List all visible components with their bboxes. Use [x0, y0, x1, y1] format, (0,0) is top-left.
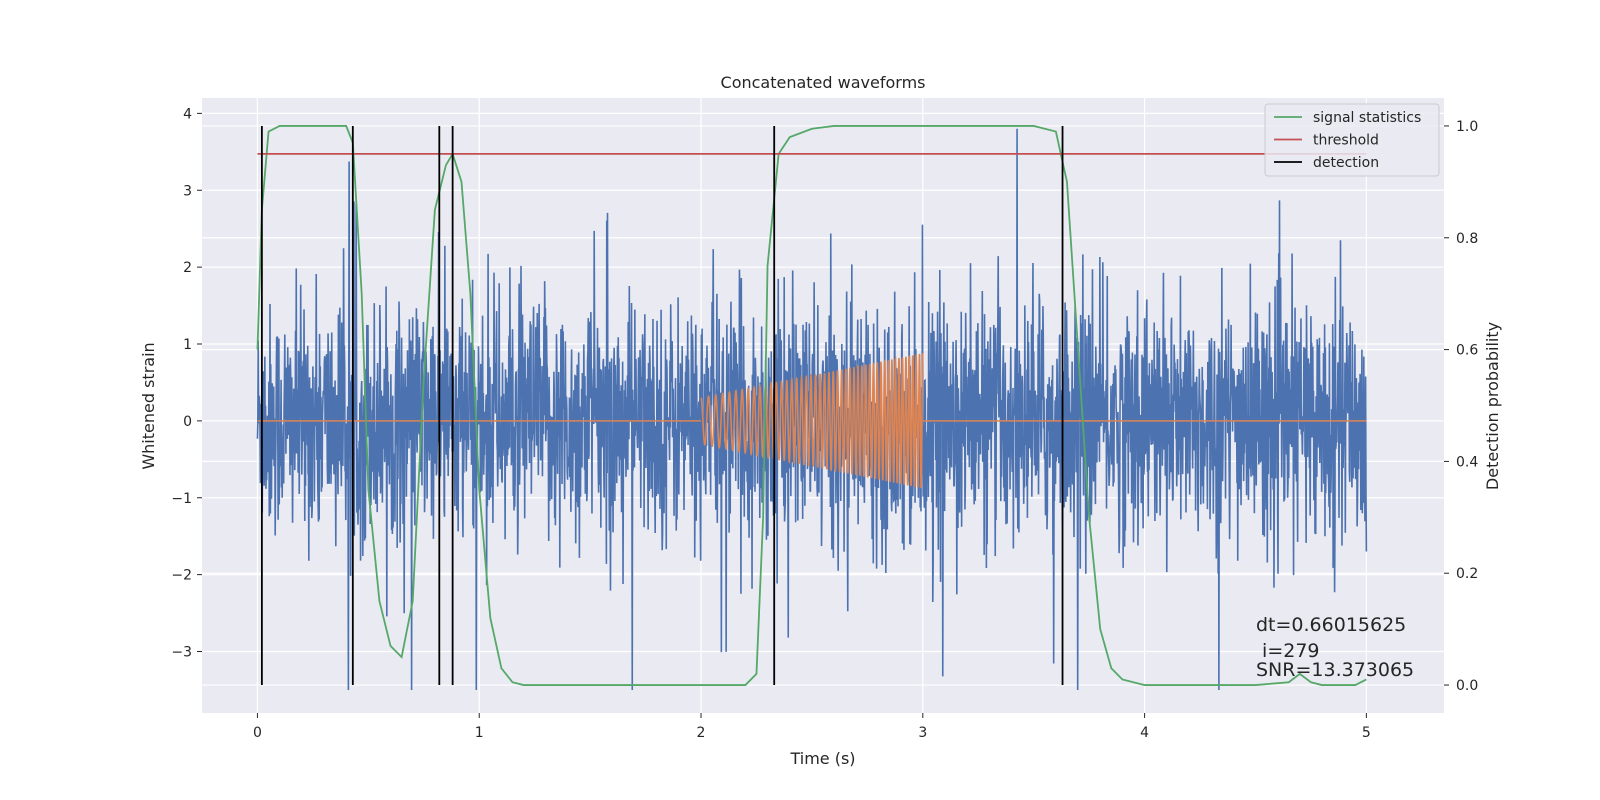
x-tick-label: 4 [1140, 725, 1149, 741]
noise-line [256, 128, 1368, 690]
y2-axis-label: Detection probability [1483, 322, 1502, 490]
legend-label: signal statistics [1313, 110, 1421, 126]
annotation-text: dt=0.66015625 [1256, 614, 1406, 636]
x-tick-label: 5 [1362, 725, 1371, 741]
y-tick-label: 3 [183, 183, 192, 199]
legend-box [1264, 103, 1440, 177]
signal-statistics-line [256, 125, 1367, 686]
noise-trace [256, 128, 1368, 690]
series-layer [256, 125, 1367, 686]
y2-tick-label: 0.6 [1456, 343, 1478, 359]
legend-label: detection [1313, 155, 1379, 171]
legend-label: threshold [1313, 133, 1379, 149]
injection-trace [257, 353, 1367, 489]
y2-tick-label: 0.4 [1456, 454, 1478, 470]
annotation-text: SNR=13.373065 [1256, 659, 1414, 681]
x-tick-label: 3 [918, 725, 927, 741]
y-tick-label: −2 [171, 568, 192, 584]
injection-line [700, 353, 924, 489]
y-tick-label: 2 [183, 260, 192, 276]
x-tick-label: 2 [697, 725, 706, 741]
annotation-text: i=279 [1256, 640, 1320, 662]
y-tick-label: −1 [171, 491, 192, 507]
y2-tick-label: 1.0 [1456, 119, 1478, 135]
y-tick-label: −3 [171, 645, 192, 661]
y-axis-label: Whitened strain [139, 342, 158, 469]
axes-layer: 0 1 2 3 4 5 −3 −2 −1 0 1 2 3 4 0.0 0.2 0.4 0.6 0.8 1.0 [171, 106, 1478, 741]
y2-tick-label: 0.2 [1456, 566, 1478, 582]
legend: signal statistics threshold detection [1264, 103, 1440, 177]
y2-tick-label: 0.8 [1456, 231, 1478, 247]
y-tick-label: 4 [183, 106, 192, 122]
y-tick-label: 1 [183, 337, 192, 353]
y-tick-label: 0 [183, 414, 192, 430]
y2-tick-label: 0.0 [1456, 678, 1478, 694]
x-axis-label: Time (s) [789, 749, 855, 768]
x-tick-label: 0 [253, 725, 262, 741]
chart-title: Concatenated waveforms [721, 73, 926, 92]
x-tick-label: 1 [475, 725, 484, 741]
